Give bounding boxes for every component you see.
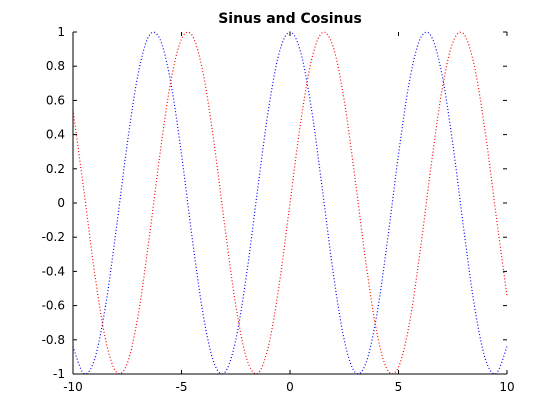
x-tick-label: 0 <box>286 380 294 394</box>
y-tick-label: 0.2 <box>46 162 65 176</box>
x-tick-label: 5 <box>395 380 403 394</box>
x-tick-label: 10 <box>499 380 514 394</box>
y-tick-label: 0.8 <box>46 59 65 73</box>
y-tick-label: 0 <box>57 196 65 210</box>
y-tick-label: -0.8 <box>42 333 65 347</box>
x-tick-label: -10 <box>63 380 83 394</box>
chart-title: Sinus and Cosinus <box>218 11 362 27</box>
y-tick-label: 1 <box>57 25 65 39</box>
y-tick-label: 0.4 <box>46 128 65 142</box>
x-tick-label: -5 <box>176 380 188 394</box>
y-tick-label: 0.6 <box>46 93 65 107</box>
y-tick-label: -1 <box>53 367 65 381</box>
y-tick-label: -0.2 <box>42 230 65 244</box>
y-tick-label: -0.6 <box>42 299 65 313</box>
y-tick-label: -0.4 <box>42 264 65 278</box>
